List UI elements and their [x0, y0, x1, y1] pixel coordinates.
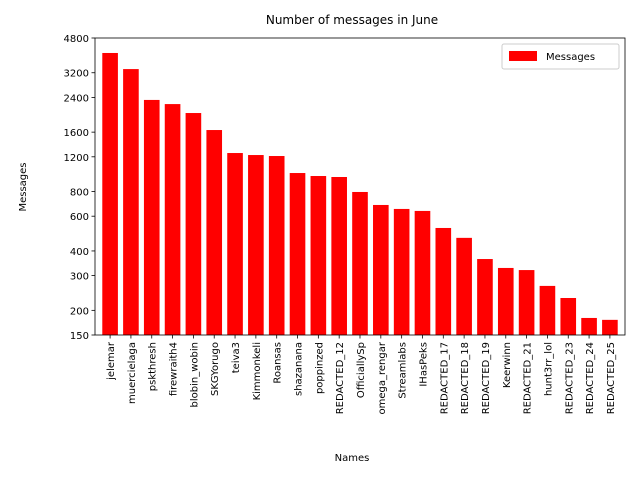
bar — [102, 52, 118, 336]
x-tick-label: REDACTED_18 — [460, 342, 471, 414]
x-tick-label: REDACTED_17 — [439, 342, 450, 414]
x-tick-label: Streamlabs — [398, 342, 409, 399]
x-tick-label: REDACTED_12 — [335, 342, 346, 414]
bar — [206, 130, 223, 335]
bar — [185, 113, 202, 335]
legend-swatch — [509, 51, 537, 61]
bar — [352, 191, 368, 335]
bar — [248, 155, 264, 335]
x-tick-label: blobin_wobin — [189, 342, 200, 407]
bar — [518, 270, 535, 335]
bar — [435, 227, 452, 335]
y-tick-label: 150 — [70, 331, 89, 342]
x-tick-label: SKGYorugo — [210, 342, 221, 396]
bar — [331, 177, 347, 335]
x-tick-label: hunt3rr_lol — [543, 342, 554, 396]
y-tick-label: 800 — [70, 188, 89, 199]
bar — [414, 210, 431, 335]
bar — [123, 69, 139, 335]
y-tick-label: 400 — [70, 247, 89, 258]
x-tick-label: omega_rengar — [377, 341, 388, 414]
bar — [310, 176, 327, 335]
x-tick-label: Keerwinn — [502, 342, 513, 388]
y-tick-label: 3200 — [64, 69, 89, 80]
x-tick-label: IHasPeks — [418, 342, 429, 387]
bar — [393, 208, 410, 335]
bar — [477, 259, 493, 335]
bar — [289, 173, 306, 335]
y-tick-label: 600 — [70, 212, 89, 223]
x-tick-label: REDACTED_19 — [481, 342, 492, 414]
x-tick-label: OfficiallySp — [356, 342, 367, 398]
y-tick-label: 300 — [70, 272, 89, 283]
x-tick-label: Roansas — [273, 342, 284, 384]
x-tick-label: muercielaga — [127, 342, 138, 404]
x-tick-label: firewraith4 — [169, 342, 180, 396]
legend-box — [501, 43, 620, 70]
bar — [560, 297, 577, 335]
x-tick-label: REDACTED_24 — [585, 342, 596, 414]
x-tick-label: REDACTED_21 — [523, 342, 534, 414]
chart-title: Number of messages in June — [266, 13, 438, 27]
x-tick-label: jelemar — [106, 341, 117, 381]
bar — [227, 153, 243, 335]
bar — [143, 99, 160, 335]
plot-frame — [94, 37, 626, 336]
x-tick-label: teiva3 — [231, 342, 242, 373]
x-tick-label: REDACTED_25 — [606, 342, 617, 414]
bar — [456, 237, 472, 335]
y-tick-label: 200 — [70, 306, 89, 317]
bar — [539, 285, 556, 335]
bar — [164, 104, 181, 336]
bar — [581, 317, 597, 335]
y-tick-label: 2400 — [64, 93, 89, 104]
x-tick-label: shazanana — [294, 342, 305, 396]
y-axis-label: Messages — [18, 162, 29, 211]
x-tick-label: poppinzed — [314, 342, 325, 394]
bar — [373, 204, 389, 335]
y-tick-label: 4800 — [64, 34, 89, 45]
bar — [268, 156, 285, 335]
legend: Messages — [501, 43, 620, 70]
legend-label: Messages — [546, 52, 595, 63]
x-tick-label: pskthresh — [148, 342, 159, 391]
x-axis-label: Names — [335, 453, 370, 464]
y-tick-label: 1200 — [64, 153, 89, 164]
bar — [497, 267, 514, 335]
y-tick-label: 1600 — [64, 128, 89, 139]
x-tick-label: Kimmonkeli — [252, 342, 263, 400]
bar — [602, 319, 618, 335]
x-tick-label: REDACTED_23 — [564, 342, 575, 414]
